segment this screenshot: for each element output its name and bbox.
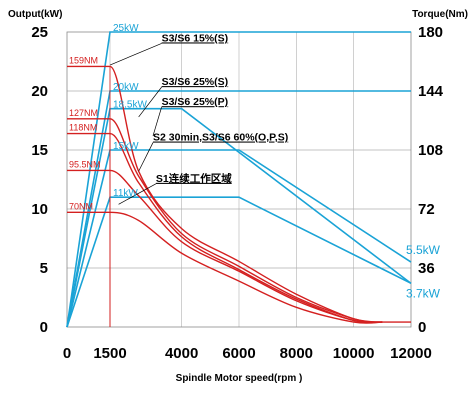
rating-leader-line [152, 107, 162, 136]
rating-leader-line [118, 183, 157, 205]
x-tick-label: 10000 [333, 345, 375, 362]
power-curves [66, 31, 412, 328]
end-label-3-7kw: 3.7kW [406, 287, 441, 301]
x-tick-label: 8000 [280, 345, 313, 362]
y-left-tick-label: 0 [40, 319, 48, 336]
y-left-tick-label: 15 [31, 142, 48, 159]
power-value-label: 15kW [113, 141, 139, 152]
x-tick-label: 0 [63, 345, 71, 362]
torque-curve [67, 169, 383, 324]
rating-leader-line [138, 142, 154, 172]
rating-label: S1连续工作区域 [156, 172, 232, 185]
torque-value-label: 159NM [69, 55, 98, 65]
y-left-tick-label: 10 [31, 201, 48, 218]
grid-layer [66, 31, 412, 328]
x-tick-label: 1500 [93, 345, 126, 362]
y-right-tick-label: 0 [418, 319, 426, 336]
torque-curve [67, 211, 383, 324]
torque-curve [67, 118, 383, 323]
power-curve [66, 90, 411, 328]
y-left-tick-label: 5 [40, 260, 48, 277]
power-value-label: 20kW [113, 82, 139, 93]
x-tick-label: 4000 [165, 345, 198, 362]
power-curve [66, 196, 412, 328]
right-axis-title: Torque(Nm) [412, 9, 468, 20]
power-value-label: 11kW [113, 188, 138, 199]
left-axis-title: Output(kW) [8, 9, 62, 20]
x-tick-label: 12000 [390, 345, 432, 362]
end-label-5-5kw: 5.5kW [406, 243, 441, 257]
torque-curves [67, 65, 411, 327]
power-value-label: 18.5kW [113, 100, 147, 111]
power-value-label: 25kW [113, 23, 139, 34]
rating-label: S3/S6 25%(S) [162, 76, 229, 88]
power-curve [66, 107, 412, 328]
power-curve [66, 31, 411, 328]
rating-leader-line [109, 43, 162, 66]
x-axis-title: Spindle Motor speed(rpm ) [176, 373, 303, 384]
leader-lines [109, 43, 162, 205]
y-right-tick-label: 108 [418, 142, 443, 159]
rating-label: S2 30min,S3/S6 60%(O,P,S) [153, 132, 288, 144]
torque-value-label: 95.5NM [69, 159, 101, 169]
torque-value-label: 70NM [69, 201, 93, 211]
rating-leader-line [138, 86, 162, 118]
y-right-tick-label: 72 [418, 201, 435, 218]
y-left-tick-label: 20 [31, 83, 48, 100]
y-right-tick-label: 36 [418, 260, 435, 277]
rating-label: S3/S6 25%(P) [162, 96, 229, 108]
x-tick-label: 6000 [222, 345, 255, 362]
torque-value-label: 118NM [69, 123, 97, 133]
torque-value-label: 127NM [69, 108, 98, 118]
y-right-tick-label: 144 [418, 83, 444, 100]
rating-label: S3/S6 15%(S) [162, 32, 229, 44]
label-layer: 0 1500 4000 6000 8000 10000 12000 0 5 10 15 20 25 0 36… [31, 23, 443, 362]
y-right-tick-label: 180 [418, 24, 443, 41]
y-left-tick-label: 25 [31, 24, 48, 41]
torque-curve [67, 132, 383, 324]
power-curve [66, 149, 412, 328]
